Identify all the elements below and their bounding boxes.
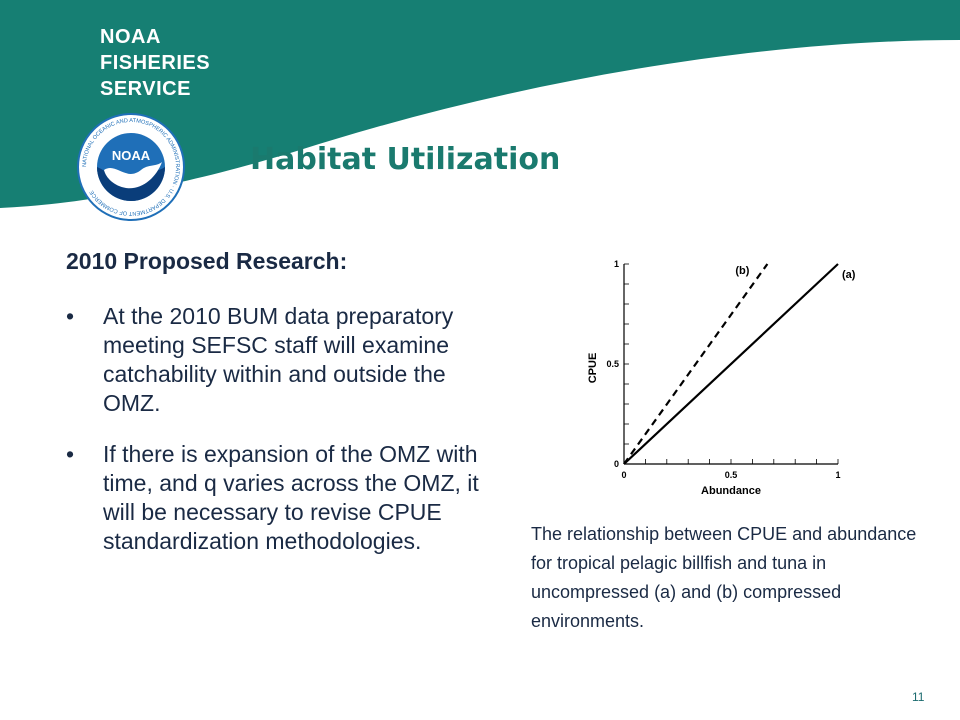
series-line-a [623,263,839,465]
brand-line-2: FISHERIES [100,52,211,74]
y-tick-label: 0.5 [606,359,619,369]
x-tick-label: 0.5 [725,470,738,480]
cpue-abundance-chart: 0 0.5 1 00.51 (a)(b) Abundance CPUE [587,259,856,497]
bullet-marker: • [66,441,75,467]
chart-series [623,263,839,465]
series-line-b [623,263,769,465]
chart-caption: The relationship between CPUE and abunda… [531,524,917,631]
x-axis-ticks: 0 0.5 1 [621,459,841,480]
noaa-fisheries-wordmark: NOAA FISHERIES SERVICE [100,24,210,102]
brand-line-3: SERVICE [100,78,191,100]
x-axis-label: Abundance [701,485,761,497]
noaa-logo: NOAA NATIONAL OCEANIC AND ATMOSPHERIC AD… [77,113,185,221]
bullet-list: • At the 2010 BUM data preparatory meeti… [66,302,506,578]
bullet-item: • If there is expansion of the OMZ with … [66,440,506,556]
brand-line-1: NOAA [100,26,161,48]
series-label: (b) [735,265,749,277]
y-axis-ticks: 00.51 [606,259,629,469]
series-labels: (a) (b) [735,265,855,281]
y-axis-label: CPUE [587,353,599,384]
bullet-text: If there is expansion of the OMZ with ti… [103,441,479,554]
slide-title: Habitat Utilization [250,142,561,177]
bullet-item: • At the 2010 BUM data preparatory meeti… [66,302,506,418]
y-tick-label: 1 [614,259,619,269]
x-tick-label: 0 [621,470,626,480]
page-number: 11 [912,690,925,704]
section-heading: 2010 Proposed Research: [66,248,348,274]
header-banner [0,0,960,208]
series-label: (a) [842,269,856,281]
bullet-marker: • [66,303,75,329]
bullet-text: At the 2010 BUM data preparatory meeting… [103,303,454,416]
x-tick-label: 1 [835,470,840,480]
logo-center-text: NOAA [112,148,151,163]
y-tick-label: 0 [614,459,619,469]
